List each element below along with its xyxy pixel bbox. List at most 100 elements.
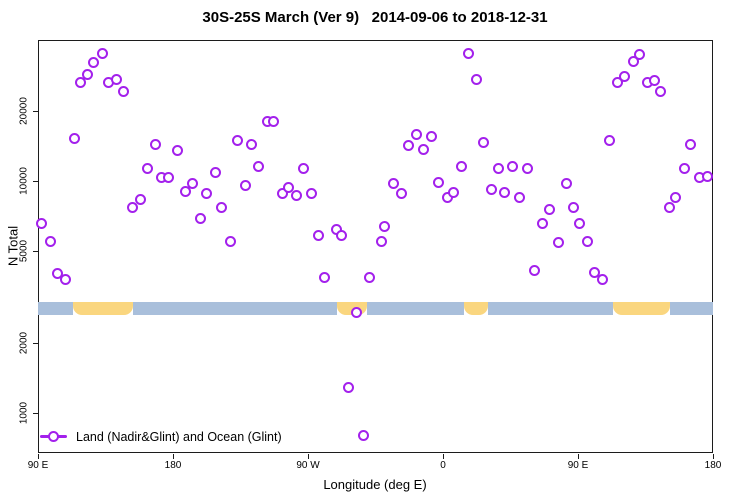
data-point [232, 135, 243, 147]
data-point [253, 160, 264, 172]
data-point [35, 217, 47, 229]
data-point [239, 180, 251, 192]
data-point [499, 187, 510, 199]
data-point [701, 170, 713, 182]
data-point [290, 189, 302, 201]
y-tick-mark [33, 181, 38, 182]
data-point [376, 236, 387, 248]
data-point [574, 217, 585, 229]
band-segment-ocean [132, 301, 337, 315]
data-point [364, 272, 375, 284]
data-point [418, 143, 429, 155]
y-tick-mark [33, 343, 38, 345]
data-point [388, 177, 399, 189]
data-point [88, 57, 99, 69]
data-point [179, 186, 191, 198]
plot-area [38, 40, 713, 453]
data-point [59, 273, 71, 285]
y-tick-mark [33, 250, 38, 252]
data-point [350, 307, 362, 319]
data-point [97, 48, 108, 60]
x-tick-label: 90 W [296, 460, 320, 471]
x-tick-mark [38, 454, 39, 459]
y-tick-mark [33, 111, 38, 113]
data-point [463, 48, 474, 60]
data-point [209, 166, 221, 178]
data-point [44, 235, 56, 247]
data-point [425, 131, 437, 143]
data-point [358, 430, 369, 442]
x-tick-mark [578, 454, 579, 459]
data-point [529, 264, 540, 276]
y-tick-label: 10000 [18, 167, 30, 195]
chart-title: 30S-25S March (Ver 9) 2014-09-06 to 2018… [202, 9, 548, 26]
legend-label: Land (Nadir&Glint) and Ocean (Glint) [76, 430, 282, 444]
data-point [245, 139, 257, 151]
data-point [319, 271, 330, 283]
data-point [283, 181, 294, 193]
x-tick-mark [308, 454, 309, 459]
data-point [514, 191, 525, 203]
data-point [521, 163, 533, 175]
data-point [187, 178, 198, 190]
data-point [305, 188, 317, 200]
data-point [343, 381, 354, 393]
data-point [664, 202, 675, 214]
data-point [433, 176, 444, 188]
band-segment-ocean [366, 301, 464, 315]
data-point [298, 163, 309, 175]
data-point [142, 163, 153, 175]
data-point [560, 177, 572, 189]
data-point [470, 73, 482, 85]
data-point [596, 273, 608, 285]
data-point [163, 171, 174, 183]
y-tick-mark [33, 413, 38, 414]
x-tick-label: 0 [440, 460, 446, 471]
y-tick-label: 1000 [18, 401, 30, 425]
data-point [82, 68, 93, 80]
data-point [628, 56, 639, 68]
data-point [172, 145, 183, 157]
data-point [478, 136, 489, 148]
band-segment-land [612, 301, 670, 315]
data-point [268, 116, 279, 128]
data-point [277, 188, 288, 200]
data-point [395, 188, 407, 200]
data-point [52, 267, 63, 279]
data-point [194, 213, 206, 225]
data-point [655, 86, 666, 98]
band-segment-land [464, 301, 488, 315]
data-point [485, 184, 497, 196]
data-point [313, 229, 324, 241]
x-tick-label: 180 [164, 460, 182, 471]
data-point [506, 161, 518, 173]
data-point [581, 235, 593, 247]
data-point [335, 229, 347, 241]
y-tick-label: 20000 [18, 97, 30, 126]
x-axis-label: Longitude (deg E) [323, 477, 427, 492]
data-point [455, 161, 467, 173]
legend-marker-icon [48, 431, 59, 442]
data-point [553, 237, 564, 249]
data-point [215, 202, 227, 214]
y-tick-label: 5000 [18, 239, 30, 262]
data-point [611, 76, 623, 88]
data-point [149, 139, 161, 151]
data-point [634, 49, 645, 61]
band-segment-ocean [669, 301, 713, 315]
x-tick-label: 90 E [567, 460, 589, 471]
band-segment-ocean [38, 301, 73, 315]
x-tick-mark [443, 454, 444, 459]
data-point [224, 235, 236, 247]
band-segment-ocean [488, 301, 613, 315]
data-point [448, 187, 459, 199]
data-point [649, 75, 660, 87]
data-point [619, 71, 630, 83]
data-point [589, 266, 600, 278]
data-point [536, 218, 548, 230]
data-point [68, 133, 80, 145]
data-point [110, 73, 122, 85]
data-point [679, 163, 690, 175]
y-tick-label: 2000 [18, 332, 30, 355]
